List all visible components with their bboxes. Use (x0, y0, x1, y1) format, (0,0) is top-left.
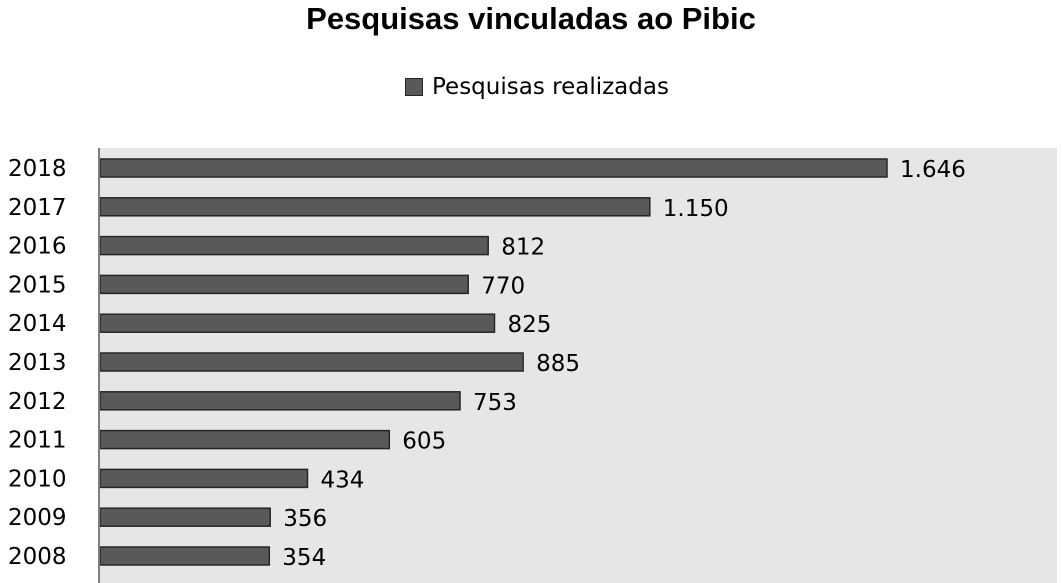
y-tick-label: 2016 (8, 234, 67, 260)
bar-2018 (99, 158, 888, 178)
legend-label: Pesquisas realizadas (432, 74, 669, 100)
data-label: 354 (282, 545, 326, 571)
data-label: 356 (283, 506, 327, 532)
bar-2008 (99, 546, 271, 566)
bar-2013 (99, 352, 524, 372)
y-tick-label: 2010 (8, 466, 67, 492)
y-tick-label: 2014 (8, 311, 67, 337)
y-tick-label: 2018 (8, 156, 67, 182)
bar-2012 (99, 391, 461, 411)
data-label: 885 (536, 351, 580, 377)
legend: Pesquisas realizadas (405, 72, 669, 102)
y-tick-label: 2017 (8, 195, 67, 221)
y-tick-label: 2015 (8, 272, 67, 298)
data-label: 770 (481, 273, 525, 299)
bar-2016 (99, 235, 489, 256)
chart-title: Pesquisas vinculadas ao Pibic (306, 1, 756, 36)
data-label: 812 (501, 235, 545, 261)
y-tick-label: 2012 (8, 389, 67, 415)
data-label: 753 (473, 390, 517, 416)
bar-2009 (99, 507, 271, 527)
y-tick-label: 2009 (8, 505, 67, 531)
bar-2017 (99, 197, 651, 217)
bar-2015 (99, 274, 469, 295)
data-label: 434 (321, 467, 365, 493)
bar-2011 (99, 429, 391, 450)
legend-swatch (405, 78, 423, 96)
data-label: 605 (402, 429, 446, 455)
y-tick-label: 2011 (8, 428, 67, 454)
bar-2014 (99, 313, 496, 333)
data-label: 1.646 (900, 157, 966, 183)
y-tick-label: 2008 (8, 544, 67, 570)
bar-2010 (99, 468, 309, 489)
y-tick-label: 2013 (8, 350, 67, 376)
data-label: 825 (508, 312, 552, 338)
data-label: 1.150 (663, 196, 729, 222)
